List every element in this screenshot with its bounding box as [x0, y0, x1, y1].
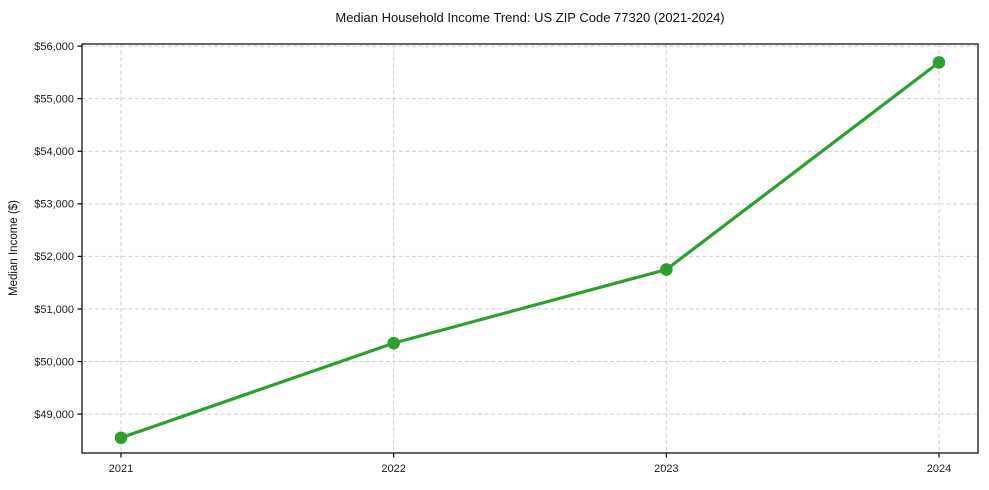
y-tick-label: $53,000 [34, 199, 74, 211]
data-point [932, 56, 946, 69]
x-tick-label: 2022 [381, 463, 405, 475]
y-tick-label: $55,000 [34, 93, 74, 105]
y-tick-label: $50,000 [34, 356, 74, 368]
x-tick-label: 2023 [654, 463, 678, 475]
data-point [114, 431, 128, 445]
y-tick-label: $56,000 [34, 41, 74, 53]
x-tick-label: 2024 [927, 463, 951, 475]
data-point [387, 336, 400, 350]
y-tick-label: $52,000 [34, 251, 74, 263]
y-tick-label: $49,000 [34, 409, 74, 421]
trend-line [119, 60, 941, 440]
plot-border [81, 43, 979, 454]
x-tick-label: 2021 [109, 463, 133, 475]
chart-title: Median Household Income Trend: US ZIP Co… [335, 10, 725, 25]
y-tick-label: $51,000 [34, 304, 74, 316]
data-point [660, 263, 673, 276]
y-tick-label: $54,000 [34, 146, 74, 158]
